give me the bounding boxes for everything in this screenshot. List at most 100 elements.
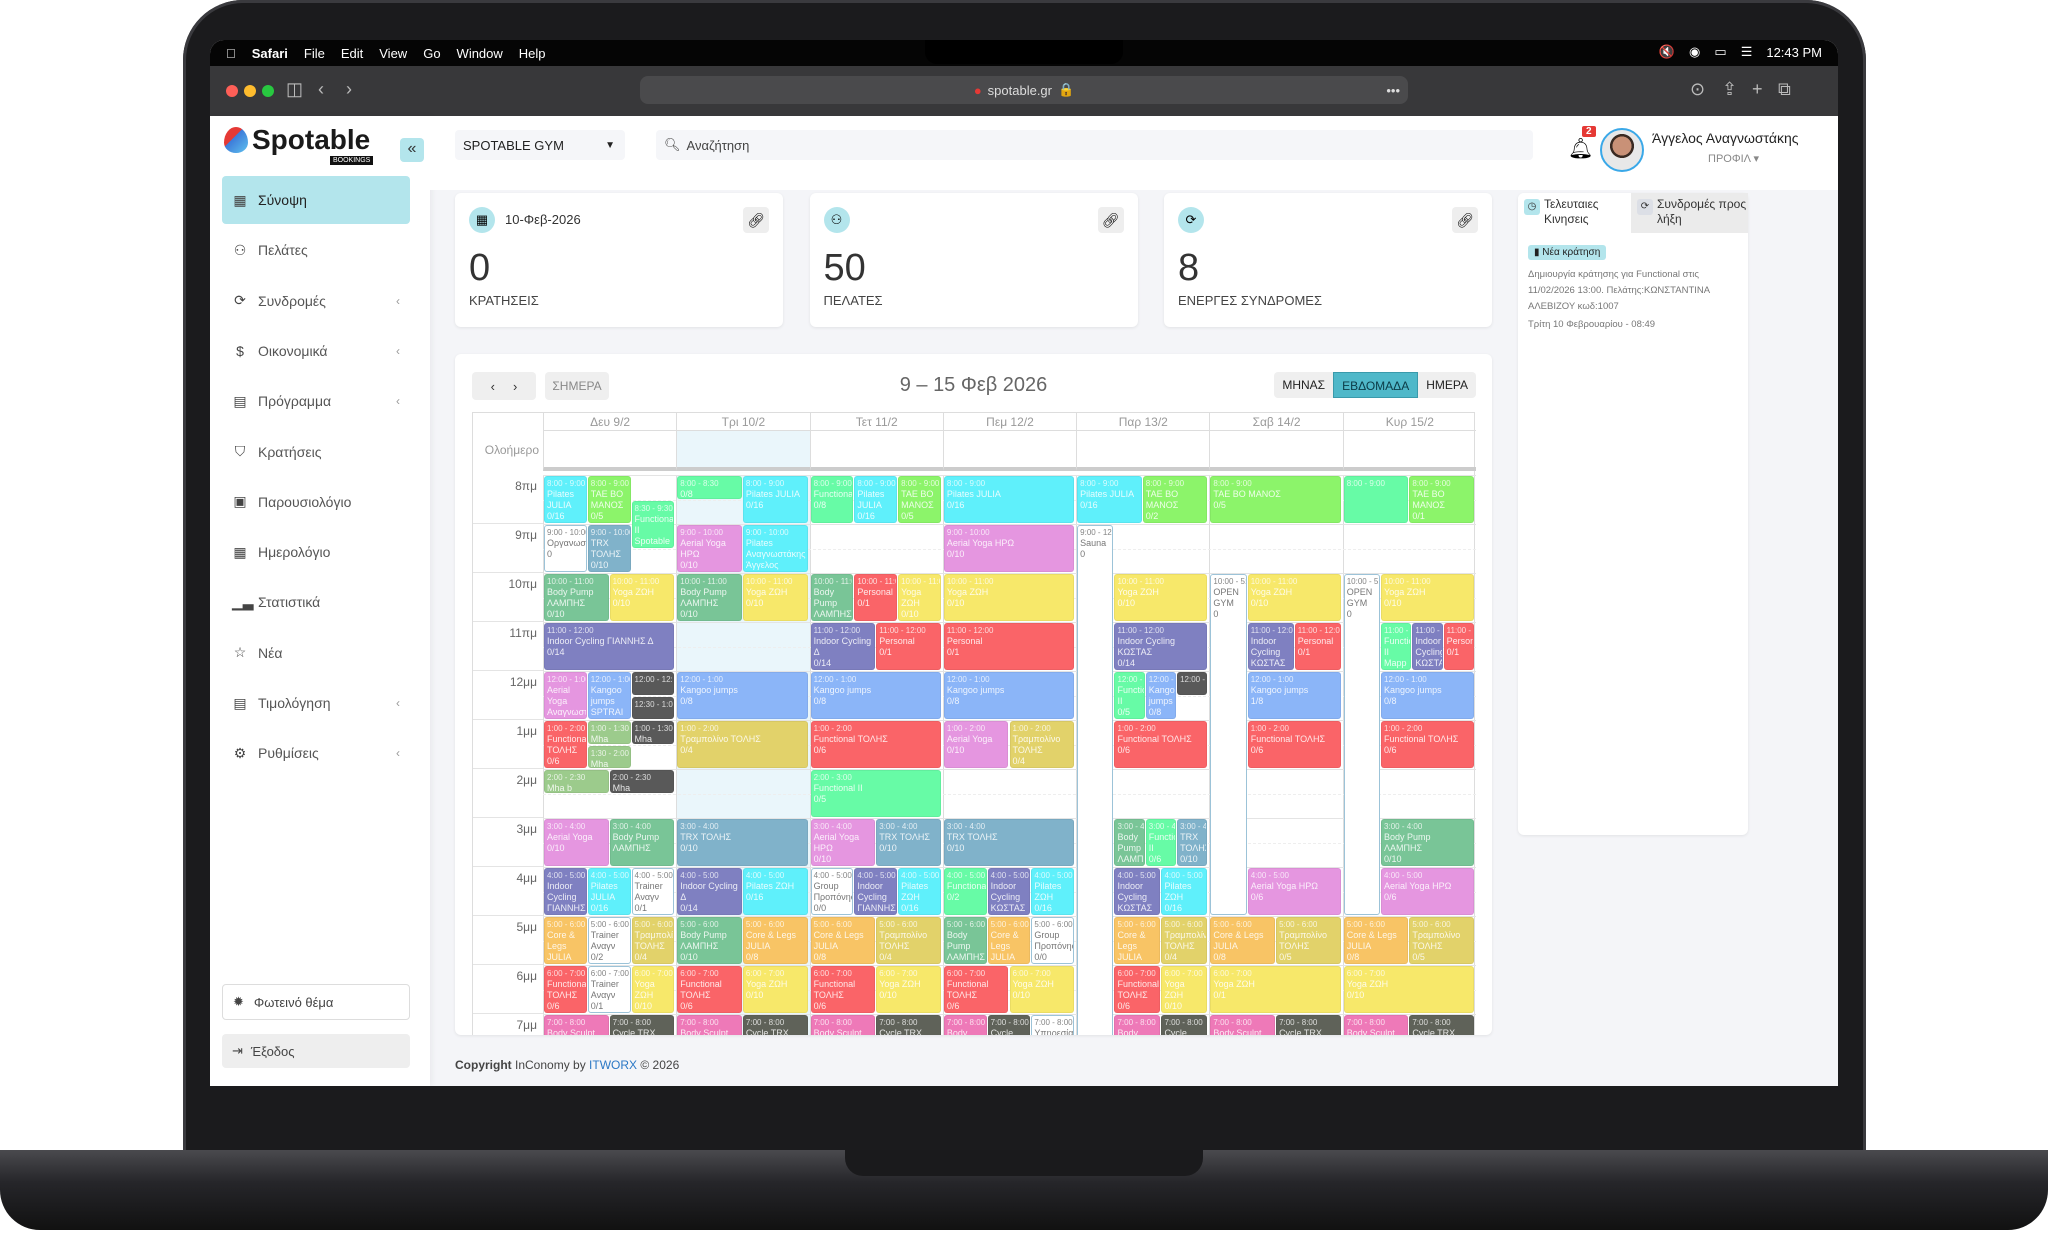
calendar-event[interactable]: 1:00 - 2:00 Functional ΤΟΛΗΣ 0/6 (544, 721, 587, 768)
battery-icon[interactable]: ▭ (1714, 44, 1727, 59)
itworx-link[interactable]: ITWORX (589, 1058, 638, 1072)
day-column-5[interactable] (1209, 475, 1342, 1035)
day-header-4[interactable]: Παρ 13/2 (1076, 413, 1210, 431)
calendar-event[interactable]: 5:00 - 6:00 Trainer Αναγν 0/2 (587, 917, 631, 964)
calendar-event[interactable]: 8:00 - 9:00 TAE BO ΜΑΝΟΣ 0/5 (1210, 476, 1341, 523)
calendar-event[interactable]: 1:00 - 2:00 Functional ΤΟΛΗΣ 0/6 (810, 721, 941, 768)
calendar-event[interactable]: 12:00 - 12:30 (631, 672, 675, 695)
calendar-event[interactable]: 4:00 - 5:00 Indoor Cycling ΓΙΑΝΝΗΣ (544, 868, 587, 915)
menu-help[interactable]: Help (509, 45, 546, 61)
allday-cell[interactable] (1076, 431, 1210, 471)
calendar-event[interactable]: 4:00 - 5:00 Pilates ΖΩΗ 0/16 (1161, 868, 1208, 915)
calendar-event[interactable]: 4:00 - 5:00 Pilates JULIA 0/16 (587, 868, 631, 915)
allday-cell[interactable] (942, 431, 1077, 471)
calendar-event[interactable]: 9:00 - 12:00Sauna0 (1077, 525, 1114, 1035)
sidebar-item-0[interactable]: ▦ Σύνοψη (222, 176, 410, 224)
day-column-2[interactable] (809, 475, 943, 1035)
sidebar-item-8[interactable]: ▁▃ Στατιστικά (222, 578, 410, 626)
calendar-event[interactable]: 8:00 - 9:00 Pilates JULIA 0/16 (943, 476, 1075, 523)
calendar-event[interactable]: 4:00 - 5:00 Indoor Cycling Δ 0/14 (677, 868, 742, 915)
calendar-event[interactable]: 8:30 - 9:30 Functional II Spotable (631, 500, 675, 548)
day-column-6[interactable] (1342, 475, 1476, 1035)
tab-expiring-subscriptions[interactable]: ⟳ Συνδρομές προς λήξη (1631, 193, 1748, 233)
calendar-event[interactable]: 1:00 - 2:00 Functional ΤΟΛΗΣ 0/6 (1247, 721, 1341, 768)
calendar-event[interactable]: 4:00 - 5:00 Aerial Yoga HPΩ 0/6 (1381, 868, 1474, 915)
view-month-button[interactable]: ΜΗΝΑΣ (1282, 378, 1326, 392)
sidebar-item-11[interactable]: ⚙ Ρυθμίσεις ‹ (222, 729, 410, 777)
calendar-event[interactable]: 6:00 - 7:00 Trainer Αναγν 0/1 (587, 966, 631, 1013)
tabs-overview-icon[interactable]: ⧉ (1778, 79, 1791, 99)
calendar-event[interactable]: 1:00 - 2:00 Aerial Yoga 0/10 (943, 721, 1009, 768)
user-icon[interactable]: ◉ (1689, 44, 1701, 59)
calendar-event[interactable]: 1:00 - 2:00 Τραμπολίνο ΤΟΛΗΣ 0/4 (677, 721, 808, 768)
calendar-event[interactable]: 8:00 - 9:00 Pilates JULIA 0/16 (742, 476, 808, 523)
link-button[interactable]: 🔗︎ (743, 207, 769, 233)
calendar-event[interactable]: 8:00 - 9:00 Pilates JULIA 0/16 (1077, 476, 1142, 523)
menu-file[interactable]: File (294, 45, 325, 61)
bell-icon[interactable]: 🔔︎ (1568, 138, 1594, 160)
share-icon[interactable]: ⇪ (1722, 79, 1738, 99)
day-header-6[interactable]: Κυρ 15/2 (1342, 413, 1476, 431)
menu-go[interactable]: Go (413, 45, 440, 61)
calendar-event[interactable]: 12:30 - 1:00 (631, 696, 675, 719)
theme-toggle-button[interactable]: ✹ Φωτεινό θέμα (222, 984, 410, 1020)
allday-cell[interactable] (676, 431, 810, 471)
clock[interactable]: 12:43 PM (1766, 44, 1822, 60)
calendar-event[interactable]: 1:00 - 2:00 Functional ΤΟΛΗΣ 0/6 (1114, 721, 1208, 768)
calendar-event[interactable]: 8:00 - 9:00 Pilates JULIA 0/16 (544, 476, 587, 523)
calendar-event[interactable]: 8:00 - 8:30 0/8 (677, 476, 742, 499)
calendar-event[interactable]: 1:00 - 1:30Mha0/.. (587, 721, 631, 744)
calendar-event[interactable]: 6:00 - 7:00 Functional ΤΟΛΗΣ 0/6 (943, 966, 1009, 1013)
calendar-event[interactable]: 8:00 - 9:00 TAE BO ΜΑΝΟΣ 0/1 (1409, 476, 1474, 523)
calendar-event[interactable]: 3:00 - 4:00 Aerial Yoga 0/10 (544, 819, 609, 866)
sidebar-toggle-icon[interactable]: ◫ (286, 79, 304, 99)
calendar-event[interactable]: 8:00 - 9:00 TAE BO ΜΑΝΟΣ 0/5 (898, 476, 941, 523)
calendar-event[interactable]: 9:00 - 10:00 TRX ΤΟΛΗΣ 0/10 (587, 525, 631, 572)
minimize-window-button[interactable] (244, 85, 256, 97)
calendar-event[interactable]: 4:00 - 5:00 Pilates ΖΩΗ 0/16 (742, 868, 808, 915)
calendar-event[interactable]: 8:00 - 9:00 Pilates JULIA 0/16 (854, 476, 898, 523)
download-icon[interactable]: ⊙ (1690, 79, 1706, 99)
calendar-event[interactable]: 5:00 - 6:00 Τραμπολίνο ΤΟΛΗΣ 0/5 (1409, 917, 1474, 964)
back-icon[interactable]: ‹ (318, 79, 324, 99)
calendar-event[interactable]: 6:00 - 7:00 Yoga ΖΩΗ 0/10 (631, 966, 675, 1013)
calendar-event[interactable]: 8:00 - 9:00 TAE BO ΜΑΝΟΣ 0/2 (1142, 476, 1208, 523)
menu-app[interactable]: Safari (242, 45, 288, 61)
sidebar-item-7[interactable]: ▦ Ημερολόγιο (222, 528, 410, 576)
zoom-window-button[interactable] (262, 85, 274, 97)
sidebar-item-3[interactable]: $ Οικονομικά ‹ (222, 327, 410, 375)
today-button[interactable]: ΣΗΜΕΡΑ (545, 372, 609, 400)
sidebar-item-5[interactable]: ⛉ Κρατήσεις (222, 428, 410, 476)
search-input[interactable]: 🔍︎ Αναζήτηση (656, 130, 1533, 160)
view-day-button[interactable]: ΗΜΕΡΑ (1426, 378, 1468, 392)
calendar-event[interactable]: 6:00 - 7:00 Yoga ΖΩΗ 0/10 (1343, 966, 1474, 1013)
logout-button[interactable]: ⇥ Έξοδος (222, 1034, 410, 1068)
calendar-event[interactable]: 1:00 - 2:00 Functional ΤΟΛΗΣ 0/6 (1381, 721, 1474, 768)
day-header-1[interactable]: Τρι 10/2 (676, 413, 810, 431)
